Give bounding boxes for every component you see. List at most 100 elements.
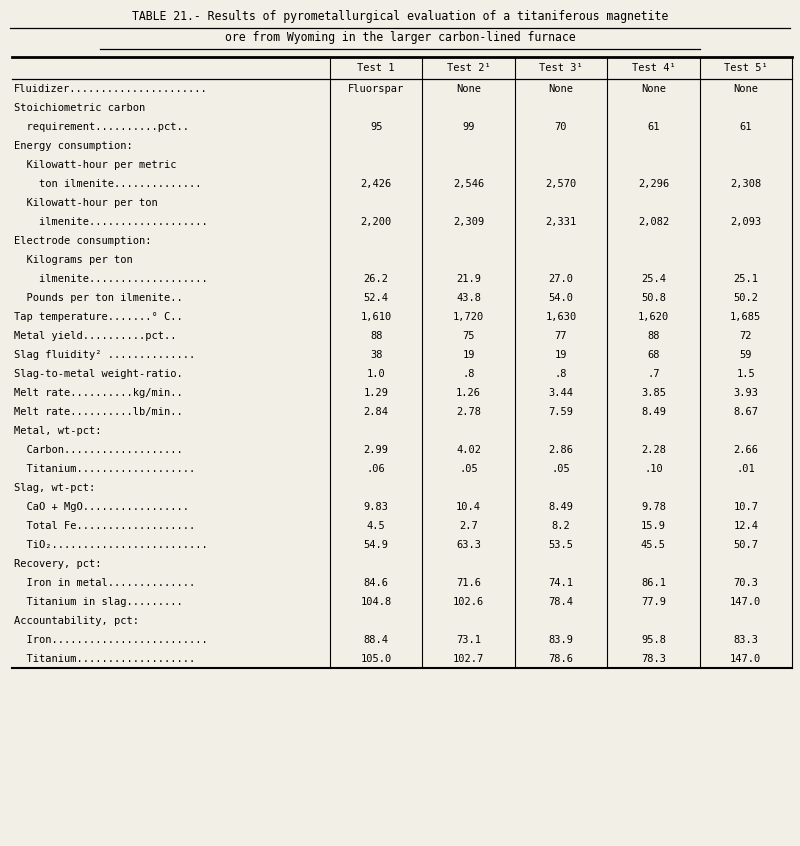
Text: Electrode consumption:: Electrode consumption: <box>14 236 151 246</box>
Text: 25.1: 25.1 <box>734 274 758 284</box>
Text: Test 2¹: Test 2¹ <box>446 63 490 73</box>
Text: None: None <box>549 84 574 94</box>
Text: 2.99: 2.99 <box>364 445 389 455</box>
Text: 1.0: 1.0 <box>367 369 386 379</box>
Text: 2,331: 2,331 <box>546 217 577 227</box>
Text: 61: 61 <box>739 122 752 132</box>
Text: .7: .7 <box>647 369 660 379</box>
Text: 78.4: 78.4 <box>549 597 574 607</box>
Text: 2,093: 2,093 <box>730 217 762 227</box>
Text: Recovery, pct:: Recovery, pct: <box>14 559 102 569</box>
Text: 70.3: 70.3 <box>734 578 758 588</box>
Text: 102.7: 102.7 <box>453 654 484 664</box>
Text: 1,685: 1,685 <box>730 312 762 321</box>
Text: 72: 72 <box>739 331 752 341</box>
Text: Test 5¹: Test 5¹ <box>724 63 768 73</box>
Text: Test 3¹: Test 3¹ <box>539 63 583 73</box>
Text: Pounds per ton ilmenite..: Pounds per ton ilmenite.. <box>14 293 182 303</box>
Text: 88: 88 <box>647 331 660 341</box>
Text: Kilowatt-hour per metric: Kilowatt-hour per metric <box>14 160 177 170</box>
Text: 2.78: 2.78 <box>456 407 481 417</box>
Text: 2.86: 2.86 <box>549 445 574 455</box>
Text: 84.6: 84.6 <box>364 578 389 588</box>
Text: 50.2: 50.2 <box>734 293 758 303</box>
Text: 3.44: 3.44 <box>549 387 574 398</box>
Text: requirement..........pct..: requirement..........pct.. <box>14 122 189 132</box>
Text: ore from Wyoming in the larger carbon-lined furnace: ore from Wyoming in the larger carbon-li… <box>225 31 575 44</box>
Text: Melt rate..........lb/min..: Melt rate..........lb/min.. <box>14 407 182 417</box>
Text: ton ilmenite..............: ton ilmenite.............. <box>14 179 202 189</box>
Text: 2,570: 2,570 <box>546 179 577 189</box>
Text: 8.67: 8.67 <box>734 407 758 417</box>
Text: 77.9: 77.9 <box>641 597 666 607</box>
Text: None: None <box>641 84 666 94</box>
Text: Kilowatt-hour per ton: Kilowatt-hour per ton <box>14 198 158 208</box>
Text: 21.9: 21.9 <box>456 274 481 284</box>
Text: 2,426: 2,426 <box>361 179 392 189</box>
Text: 104.8: 104.8 <box>361 597 392 607</box>
Text: 88: 88 <box>370 331 382 341</box>
Text: 7.59: 7.59 <box>549 407 574 417</box>
Text: Stoichiometric carbon: Stoichiometric carbon <box>14 103 146 113</box>
Text: Titanium...................: Titanium................... <box>14 654 195 664</box>
Text: 2.84: 2.84 <box>364 407 389 417</box>
Text: Melt rate..........kg/min..: Melt rate..........kg/min.. <box>14 387 182 398</box>
Text: 2,296: 2,296 <box>638 179 669 189</box>
Text: 2.7: 2.7 <box>459 521 478 531</box>
Text: .8: .8 <box>462 369 475 379</box>
Text: 45.5: 45.5 <box>641 540 666 550</box>
Text: .01: .01 <box>737 464 755 474</box>
Text: .10: .10 <box>644 464 662 474</box>
Text: 54.0: 54.0 <box>549 293 574 303</box>
Text: 2,308: 2,308 <box>730 179 762 189</box>
Text: 12.4: 12.4 <box>734 521 758 531</box>
Text: 25.4: 25.4 <box>641 274 666 284</box>
Text: ilmenite...................: ilmenite................... <box>14 217 208 227</box>
Text: Test 1: Test 1 <box>358 63 395 73</box>
Text: 19: 19 <box>462 350 475 360</box>
Text: 50.7: 50.7 <box>734 540 758 550</box>
Text: 83.3: 83.3 <box>734 634 758 645</box>
Text: 147.0: 147.0 <box>730 654 762 664</box>
Text: 95: 95 <box>370 122 382 132</box>
Text: 78.3: 78.3 <box>641 654 666 664</box>
Text: 26.2: 26.2 <box>364 274 389 284</box>
Text: 1.29: 1.29 <box>364 387 389 398</box>
Text: 1,720: 1,720 <box>453 312 484 321</box>
Text: 63.3: 63.3 <box>456 540 481 550</box>
Text: 2.28: 2.28 <box>641 445 666 455</box>
Text: Metal yield..........pct..: Metal yield..........pct.. <box>14 331 177 341</box>
Text: TiO₂.........................: TiO₂......................... <box>14 540 208 550</box>
Text: 3.85: 3.85 <box>641 387 666 398</box>
Text: 9.78: 9.78 <box>641 502 666 512</box>
Text: Iron.........................: Iron......................... <box>14 634 208 645</box>
Text: ilmenite...................: ilmenite................... <box>14 274 208 284</box>
Text: 2,309: 2,309 <box>453 217 484 227</box>
Text: 8.49: 8.49 <box>641 407 666 417</box>
Text: 70: 70 <box>554 122 567 132</box>
Text: 2.66: 2.66 <box>734 445 758 455</box>
Text: Test 4¹: Test 4¹ <box>631 63 675 73</box>
Text: TABLE 21.- Results of pyrometallurgical evaluation of a titaniferous magnetite: TABLE 21.- Results of pyrometallurgical … <box>132 10 668 23</box>
Text: 1,610: 1,610 <box>361 312 392 321</box>
Text: 75: 75 <box>462 331 475 341</box>
Text: 15.9: 15.9 <box>641 521 666 531</box>
Text: 2,200: 2,200 <box>361 217 392 227</box>
Text: 52.4: 52.4 <box>364 293 389 303</box>
Text: Slag fluidity² ..............: Slag fluidity² .............. <box>14 350 195 360</box>
Text: .05: .05 <box>459 464 478 474</box>
Text: Fluidizer......................: Fluidizer...................... <box>14 84 208 94</box>
Text: Energy consumption:: Energy consumption: <box>14 141 133 151</box>
Text: Titanium in slag.........: Titanium in slag......... <box>14 597 182 607</box>
Text: 9.83: 9.83 <box>364 502 389 512</box>
Text: 59: 59 <box>739 350 752 360</box>
Text: 86.1: 86.1 <box>641 578 666 588</box>
Text: Iron in metal..............: Iron in metal.............. <box>14 578 195 588</box>
Text: 77: 77 <box>554 331 567 341</box>
Text: 3.93: 3.93 <box>734 387 758 398</box>
Text: Titanium...................: Titanium................... <box>14 464 195 474</box>
Text: .05: .05 <box>552 464 570 474</box>
Text: 8.2: 8.2 <box>552 521 570 531</box>
Text: 74.1: 74.1 <box>549 578 574 588</box>
Text: 27.0: 27.0 <box>549 274 574 284</box>
